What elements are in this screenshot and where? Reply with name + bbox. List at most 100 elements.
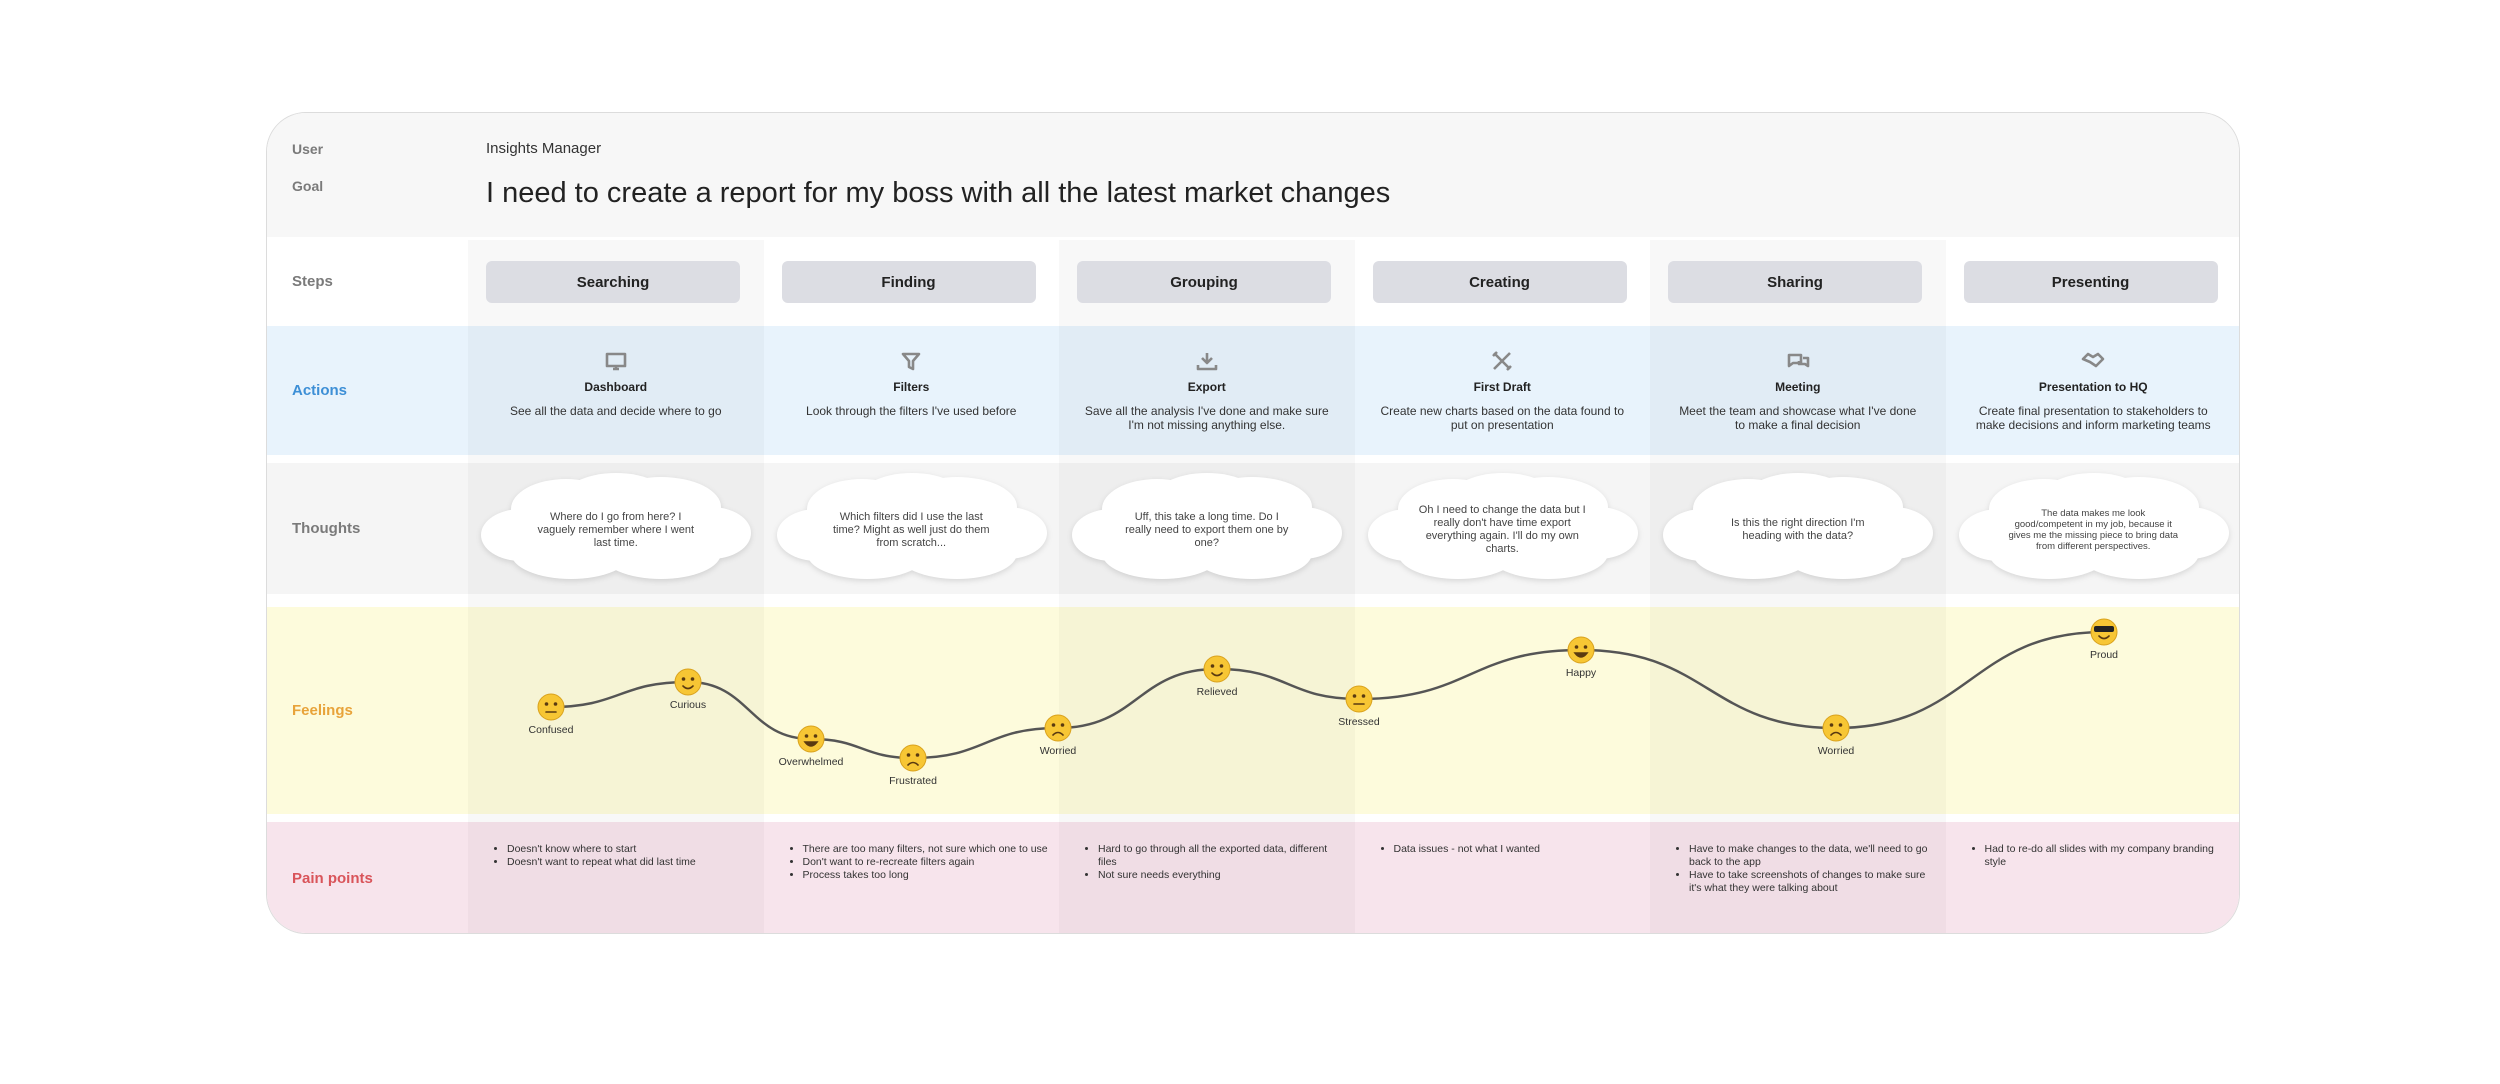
feeling-label: Worried <box>1039 745 1077 757</box>
cloud-puff <box>2038 473 2149 529</box>
eye <box>553 702 558 706</box>
eye <box>544 702 549 706</box>
emoji <box>1822 714 1850 742</box>
thought-cloud <box>1072 473 1342 579</box>
step-pill: Presenting <box>1963 261 2218 303</box>
action-title: Meeting <box>1775 380 1821 394</box>
pain-point: There are too many filters, not sure whi… <box>803 843 1053 856</box>
eye <box>915 753 920 757</box>
mouth <box>1830 731 1842 736</box>
thought-cloud <box>1367 473 1638 579</box>
eye <box>906 753 911 757</box>
pain-point: Have to take screenshots of changes to m… <box>1689 869 1939 895</box>
eye <box>1829 723 1834 727</box>
cloud-puff <box>2078 527 2199 579</box>
goal-text: I need to create a report for my boss wi… <box>486 177 1391 209</box>
mouth <box>907 761 919 766</box>
pain-point: Process takes too long <box>803 869 1053 882</box>
cloud-puff <box>896 527 1017 579</box>
thought-text: Uff, this take a long time. Do I really … <box>1125 510 1289 549</box>
eye <box>1838 723 1843 727</box>
icon-shape <box>901 352 921 371</box>
thought-text: Oh I need to change the data but I reall… <box>1418 504 1586 555</box>
thought-cloud <box>776 473 1047 579</box>
feeling-label: Confused <box>528 724 574 736</box>
feeling-label: Worried <box>1817 745 1855 757</box>
emoji <box>1345 685 1373 713</box>
emoji <box>899 744 927 772</box>
emoji <box>1203 655 1231 683</box>
cloud-puff <box>561 473 671 529</box>
emoji-face <box>537 693 565 721</box>
goal-label: Goal <box>292 178 324 194</box>
pain-point: Had to re-do all slides with my company … <box>1985 843 2235 869</box>
thought-text: Is this the right direction I'm heading … <box>1730 517 1865 542</box>
emoji <box>537 693 565 721</box>
mouth <box>1052 731 1064 736</box>
eye <box>804 734 809 738</box>
eye <box>1060 723 1065 727</box>
action-icon <box>605 352 627 371</box>
step-pill: Grouping <box>1077 261 1331 303</box>
pain-point: Doesn't want to repeat what did last tim… <box>507 856 757 869</box>
eye <box>1361 694 1366 698</box>
cloud-puff <box>1102 527 1222 579</box>
mouth <box>1211 672 1223 677</box>
thought-text: The data makes me look good/competent in… <box>2008 508 2178 552</box>
pain-list: Hard to go through all the exported data… <box>1082 843 1348 882</box>
thought-text: Where do I go from here? I vaguely remem… <box>537 510 694 549</box>
icon-shape <box>1787 353 1810 368</box>
feelings-curve-layer <box>537 618 2118 772</box>
row-label: Actions <box>292 381 348 399</box>
emoji <box>1567 636 1595 664</box>
mouth <box>1573 652 1589 658</box>
pain-point: Data issues - not what I wanted <box>1394 843 1644 856</box>
feeling-label: Overwhelmed <box>778 756 844 768</box>
feeling-label: Happy <box>1565 667 1597 679</box>
action-icon <box>2081 352 2105 368</box>
journey-card: User Insights Manager Goal I need to cre… <box>266 112 2240 934</box>
cloud-puff <box>1397 527 1518 579</box>
action-text: Meet the team and showcase what I've don… <box>1679 404 1917 432</box>
row-band <box>267 607 2239 814</box>
icon-shape <box>1492 351 1513 371</box>
emoji-face <box>1345 685 1373 713</box>
cloud-puff <box>601 527 721 579</box>
thought-cloud <box>1663 473 1933 579</box>
pain-list: There are too many filters, not sure whi… <box>787 843 1053 882</box>
action-icon <box>1196 353 1218 371</box>
feeling-label: Frustrated <box>889 775 937 787</box>
icon-shape <box>605 352 627 371</box>
row-label: Feelings <box>292 701 353 719</box>
eye <box>681 677 686 681</box>
cloud-puff <box>1693 527 1813 579</box>
step-pill: Searching <box>486 261 740 303</box>
mouth <box>2098 635 2110 640</box>
pain-point: Not sure needs everything <box>1098 869 1348 882</box>
emoji-face <box>674 668 702 696</box>
action-title: Filters <box>893 380 930 394</box>
cloud-puff <box>1192 527 1312 579</box>
emoji-face <box>797 725 825 753</box>
pain-point: Hard to go through all the exported data… <box>1098 843 1348 869</box>
icon-shape <box>2081 352 2105 368</box>
emoji <box>1044 714 1072 742</box>
cloud-puff <box>806 527 927 579</box>
cloud-puff <box>1783 527 1903 579</box>
pain-point: Doesn't know where to start <box>507 843 757 856</box>
action-title: Dashboard <box>584 380 648 394</box>
user-value: Insights Manager <box>486 140 602 157</box>
eye <box>1352 694 1357 698</box>
emoji <box>797 725 825 753</box>
action-text: Look through the filters I've used befor… <box>806 404 1017 418</box>
eye <box>1583 645 1588 649</box>
thought-cloud <box>481 473 751 579</box>
eye <box>1219 664 1224 668</box>
action-text: Create new charts based on the data foun… <box>1380 404 1625 432</box>
cloud-puff <box>1743 473 1853 529</box>
pain-list: Data issues - not what I wanted <box>1378 843 1644 856</box>
action-icon <box>901 352 921 371</box>
eye <box>1210 664 1215 668</box>
action-icon <box>1787 353 1810 368</box>
